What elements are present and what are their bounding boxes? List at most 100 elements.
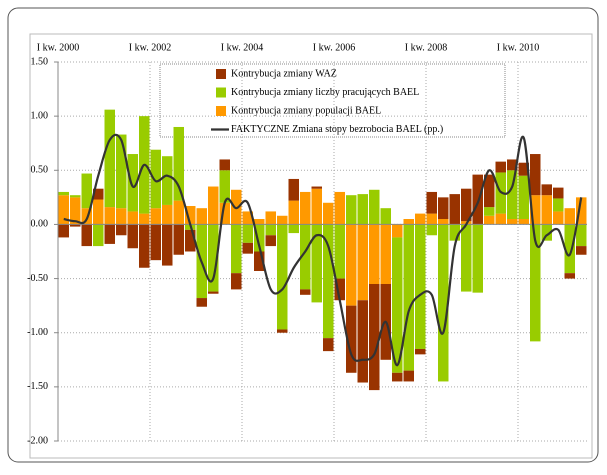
- bar: [58, 191, 69, 196]
- bar: [507, 170, 518, 220]
- bar: [346, 305, 357, 373]
- bar: [346, 224, 357, 306]
- bar: [461, 224, 472, 292]
- bar: [311, 188, 322, 225]
- bar: [208, 291, 219, 294]
- bar: [415, 348, 426, 355]
- bar: [300, 289, 311, 295]
- bar: [265, 224, 276, 236]
- bar: [380, 224, 391, 284]
- bar: [484, 174, 495, 208]
- bar: [150, 149, 161, 209]
- bar: [564, 224, 575, 274]
- bar: [93, 224, 104, 247]
- bar: [403, 370, 414, 382]
- bar: [127, 154, 138, 212]
- bar: [58, 224, 69, 238]
- bar: [541, 195, 552, 225]
- x-tick-label: I kw. 2004: [221, 42, 263, 53]
- line: [63, 133, 583, 367]
- bar: [484, 207, 495, 216]
- bar: [507, 219, 518, 225]
- bar: [553, 211, 564, 225]
- bar: [254, 219, 265, 225]
- bar: [323, 338, 334, 352]
- x-tick-label: I kw. 2006: [313, 42, 355, 53]
- bar: [116, 208, 127, 225]
- bar: [185, 229, 196, 252]
- y-tick-label: 1.50: [31, 56, 49, 67]
- bar: [311, 186, 322, 189]
- bar: [449, 224, 460, 241]
- bar: [541, 184, 552, 196]
- bar: [518, 175, 529, 220]
- bar: [576, 246, 587, 255]
- bar: [530, 195, 541, 225]
- y-tick-label: -1.50: [27, 381, 48, 392]
- bar: [185, 206, 196, 225]
- bar: [139, 224, 150, 268]
- bar: [254, 251, 265, 271]
- bar: [93, 199, 104, 225]
- bar: [392, 237, 403, 373]
- bar: [231, 224, 242, 274]
- bar: [127, 211, 138, 225]
- bar: [518, 162, 529, 176]
- bar: [449, 194, 460, 225]
- bar: [196, 208, 207, 225]
- bar: [507, 159, 518, 171]
- bar: [219, 159, 230, 171]
- bar: [357, 224, 368, 301]
- bar: [334, 278, 345, 301]
- bar: [484, 215, 495, 225]
- bar: [392, 224, 403, 238]
- bar: [288, 178, 299, 201]
- x-tick-label: I kw. 2010: [497, 42, 539, 53]
- bar: [380, 208, 391, 225]
- bar: [541, 224, 552, 241]
- bar: [116, 224, 127, 236]
- bar: [288, 224, 299, 234]
- bar: [70, 224, 81, 227]
- bar: [495, 161, 506, 173]
- bar: [403, 219, 414, 225]
- bar: [254, 224, 265, 252]
- bar: [438, 219, 449, 225]
- bar: [104, 207, 115, 225]
- bar: [242, 211, 253, 225]
- bar: [518, 219, 529, 225]
- bar: [530, 154, 541, 196]
- bar: [93, 188, 104, 200]
- bar: [173, 126, 184, 201]
- bar: [58, 195, 69, 225]
- bar: [576, 197, 587, 225]
- bar: [346, 195, 357, 225]
- bar: [392, 372, 403, 382]
- bar: [426, 213, 437, 225]
- bar: [415, 224, 426, 349]
- bar: [277, 215, 288, 225]
- bar: [173, 200, 184, 225]
- x-tick-label: I kw. 2008: [405, 42, 447, 53]
- bar: [472, 224, 483, 293]
- plot-frame: [29, 33, 593, 459]
- bar: [461, 188, 472, 222]
- legend-label: FAKTYCZNE Zmiana stopy bezrobocia BAEL (…: [231, 124, 443, 135]
- bar: [208, 186, 219, 225]
- bar: [162, 224, 173, 266]
- legend-label: Kontrybucja zmiany liczby pracujących BA…: [231, 87, 419, 98]
- legend-swatch: [216, 69, 226, 79]
- bar: [265, 211, 276, 225]
- bar: [150, 224, 161, 261]
- bar: [323, 202, 334, 225]
- bar: [162, 204, 173, 225]
- bar: [438, 197, 449, 220]
- bar: [472, 174, 483, 225]
- bar: [369, 189, 380, 225]
- bar: [403, 224, 414, 371]
- bar: [415, 213, 426, 225]
- bar: [426, 224, 437, 236]
- bar: [208, 224, 219, 292]
- bar: [357, 300, 368, 383]
